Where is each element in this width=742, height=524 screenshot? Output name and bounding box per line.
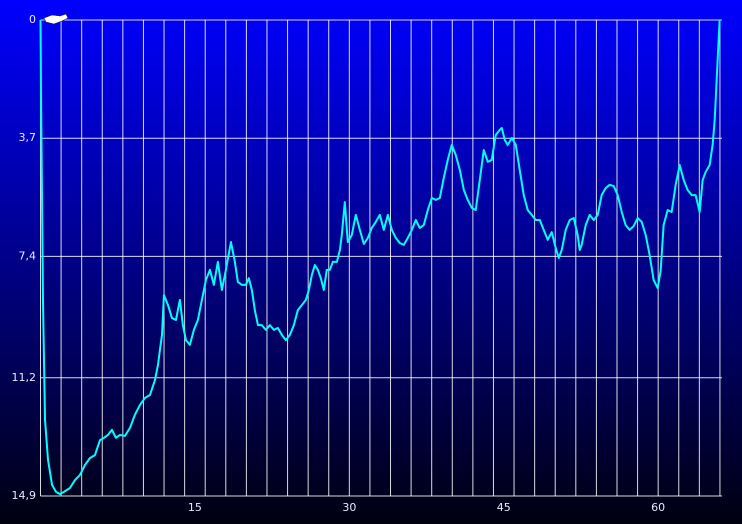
x-tick-label: 15 xyxy=(188,501,202,514)
x-tick-label: 30 xyxy=(342,501,356,514)
y-tick-label: 0 xyxy=(29,13,36,26)
y-tick-label: 14,9 xyxy=(12,489,37,502)
depth-line xyxy=(39,19,721,496)
diver-icon xyxy=(43,13,69,25)
y-tick-label: 11,2 xyxy=(12,371,37,384)
y-tick-label: 7,4 xyxy=(19,249,37,262)
x-tick-label: 60 xyxy=(651,501,665,514)
x-tick-label: 45 xyxy=(497,501,511,514)
plot xyxy=(39,19,721,496)
grid xyxy=(40,19,722,497)
y-tick-label: 3,7 xyxy=(19,131,37,144)
